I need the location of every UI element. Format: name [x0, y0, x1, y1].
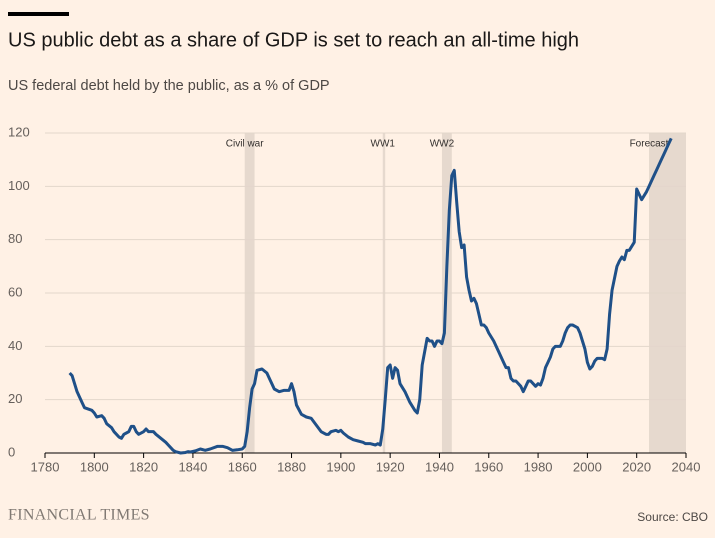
x-tick-label: 1860 — [228, 459, 257, 474]
x-tick-label: 1900 — [326, 459, 355, 474]
y-tick-label: 100 — [8, 178, 30, 193]
y-tick-label: 40 — [8, 338, 22, 353]
shaded-period-label: Civil war — [226, 139, 264, 150]
y-tick-label: 0 — [8, 444, 15, 459]
chart-title: US public debt as a share of GDP is set … — [8, 29, 579, 51]
x-tick-label: 1780 — [31, 459, 60, 474]
shaded-period-label: WW1 — [371, 139, 396, 150]
x-tick-label: 2020 — [622, 459, 651, 474]
brand: FINANCIAL TIMES — [8, 507, 150, 524]
data-line — [68, 137, 673, 455]
x-tick-label: 1840 — [178, 459, 207, 474]
x-tick-label: 1940 — [425, 459, 454, 474]
x-tick-label: 1800 — [80, 459, 109, 474]
y-tick-label: 20 — [8, 391, 22, 406]
y-tick-label: 120 — [8, 124, 30, 139]
shaded-period-label: Forecast — [630, 139, 669, 150]
x-tick-label: 2040 — [672, 459, 701, 474]
source: Source: CBO — [637, 510, 708, 524]
x-tick-label: 1820 — [129, 459, 158, 474]
shaded-period-label: WW2 — [430, 139, 455, 150]
y-tick-label: 80 — [8, 231, 22, 246]
x-tick-label: 1880 — [277, 459, 306, 474]
plot: Civil war WW1 WW2 Forecast02040608010012017… — [8, 124, 700, 474]
x-tick-label: 1980 — [524, 459, 553, 474]
y-tick-label: 60 — [8, 284, 22, 299]
x-tick-label: 2000 — [573, 459, 602, 474]
chart-subtitle: US federal debt held by the public, as a… — [8, 78, 330, 94]
top-bar — [8, 12, 69, 16]
x-tick-label: 1920 — [376, 459, 405, 474]
x-tick-label: 1960 — [474, 459, 503, 474]
